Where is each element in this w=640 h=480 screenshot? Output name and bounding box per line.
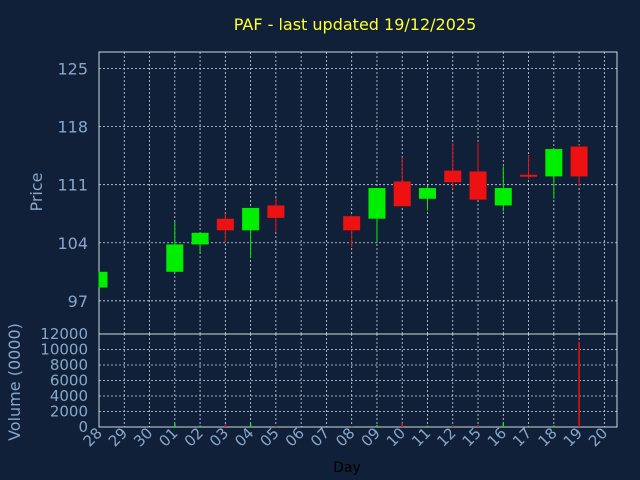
candle: [393, 157, 411, 207]
candle: [545, 149, 563, 199]
x-tick-label: 10: [383, 424, 409, 450]
candle-body: [267, 205, 285, 218]
price-plot-frame: [98, 51, 618, 335]
price-axis-label: Price: [27, 172, 46, 211]
x-tick-label: 01: [155, 424, 181, 450]
candle: [166, 222, 184, 272]
candle: [368, 188, 386, 243]
candle: [98, 271, 108, 288]
candle-body: [418, 188, 436, 199]
candle: [469, 143, 487, 200]
x-tick-label: 20: [585, 424, 611, 450]
candle-body: [343, 216, 361, 231]
price-panel: 97 104 111 118 125: [57, 51, 618, 335]
candle-body: [216, 218, 234, 231]
price-tick-label: 118: [57, 118, 88, 137]
x-tick-label: 16: [484, 424, 510, 450]
x-tick-label: 05: [256, 424, 282, 450]
candle-body: [191, 232, 209, 245]
x-axis-label: Day: [333, 460, 361, 476]
candle: [418, 185, 436, 211]
volume-tick-label: 0: [78, 418, 88, 436]
x-tick-label: 06: [282, 424, 308, 450]
candle: [570, 144, 588, 187]
price-tick-label: 111: [57, 176, 88, 195]
volume-tick-label: 6000: [50, 372, 88, 390]
candle-body: [393, 181, 411, 207]
candle: [267, 197, 285, 232]
candle: [343, 215, 361, 247]
candle: [494, 166, 512, 212]
volume-tick-label: 10000: [40, 341, 88, 359]
volume-tick-label: 4000: [50, 387, 88, 405]
candle: [191, 232, 209, 252]
x-tick-label: 07: [307, 424, 333, 450]
x-tick-label: 15: [459, 424, 485, 450]
candle-body: [469, 171, 487, 200]
candle-body: [368, 188, 386, 219]
x-tick-label: 04: [231, 424, 257, 450]
candle-body: [444, 170, 462, 183]
price-tick-label: 125: [57, 60, 88, 79]
candle-body: [166, 244, 184, 272]
candle-body: [520, 174, 538, 177]
candle: [242, 207, 260, 258]
x-tick-label: 18: [534, 424, 560, 450]
candle: [216, 213, 234, 242]
candle-body: [242, 207, 260, 231]
candle: [444, 143, 462, 189]
x-tick-label: 29: [105, 424, 131, 450]
candle-body: [570, 146, 588, 177]
x-axis-ticks: 28 29 30 01 02 03 04 05 06 07 08 09 10 11 12 15 16 17 18 19…: [80, 424, 612, 450]
volume-tick-label: 8000: [50, 356, 88, 374]
volume-tick-label: 12000: [40, 325, 88, 343]
x-tick-label: 03: [206, 424, 232, 450]
x-tick-label: 30: [130, 424, 156, 450]
volume-tick-label: 2000: [50, 403, 88, 421]
price-tick-label: 97: [68, 292, 88, 311]
x-tick-label: 19: [560, 424, 586, 450]
chart-title: PAF - last updated 19/12/2025: [234, 15, 477, 34]
price-tick-label: 104: [57, 234, 88, 253]
x-tick-label: 09: [358, 424, 384, 450]
x-tick-label: 08: [332, 424, 358, 450]
x-tick-label: 17: [509, 424, 535, 450]
candle-body: [545, 149, 563, 177]
volume-axis-label: Volume (0000): [5, 323, 24, 441]
x-tick-label: 11: [408, 424, 434, 450]
candle-body: [494, 188, 512, 206]
candle: [520, 154, 538, 179]
x-tick-label: 12: [433, 424, 459, 450]
candle-body: [99, 271, 108, 288]
x-tick-label: 02: [181, 424, 207, 450]
